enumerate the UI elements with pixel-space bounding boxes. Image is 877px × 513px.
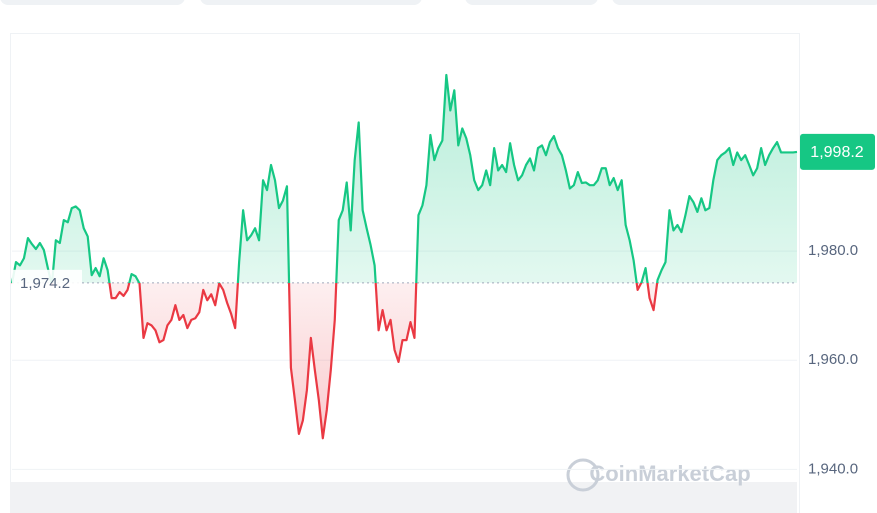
volume-strip [10,482,797,513]
area [12,75,797,439]
last-price-badge [800,133,875,170]
watermark: CoinMarketCap [589,461,750,486]
baseline-label-bg [12,269,82,294]
top-tabs [0,0,877,5]
y-tick-label: 1,940.0 [808,460,858,477]
price-line [10,73,798,440]
watermark-logo [566,458,600,492]
baseline-label: 1,974.2 [20,275,70,292]
y-tick-label: 1,960.0 [808,351,858,368]
plot-frame [10,33,800,513]
last-price-label: 1,998.2 [810,144,863,161]
y-tick-label: 1,980.0 [808,242,858,259]
